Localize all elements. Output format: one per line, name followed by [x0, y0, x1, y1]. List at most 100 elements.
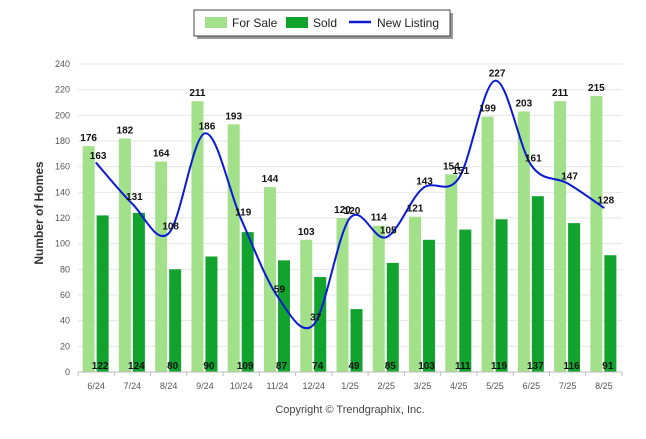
bar-for-sale — [191, 101, 204, 372]
data-label-new-listing: 131 — [126, 192, 143, 203]
y-tick-label: 160 — [55, 162, 70, 172]
point-new-listing — [349, 217, 351, 219]
x-tick-label: 6/25 — [523, 381, 541, 391]
data-label-new-listing: 143 — [416, 176, 433, 187]
x-tick-label: 7/25 — [559, 381, 577, 391]
bar-layer — [82, 96, 617, 372]
y-tick-label: 220 — [55, 85, 70, 95]
bar-for-sale — [409, 216, 422, 372]
x-tick-label: 12/24 — [302, 381, 325, 391]
data-label-sold: 116 — [564, 361, 581, 372]
point-new-listing — [167, 232, 170, 235]
bar-for-sale — [263, 187, 276, 372]
data-label-for-sale: 182 — [117, 125, 134, 136]
y-tick-label: 0 — [65, 367, 70, 377]
data-label-new-listing: 186 — [199, 121, 216, 132]
data-label-for-sale: 215 — [588, 83, 605, 94]
bar-sold — [132, 212, 145, 372]
data-label-sold: 90 — [203, 361, 215, 372]
grid-layer — [78, 63, 622, 373]
point-new-listing — [566, 182, 569, 185]
data-label-sold: 122 — [92, 361, 109, 372]
legend-swatch-for-sale — [205, 17, 227, 28]
bar-sold — [604, 255, 617, 372]
line-new-listing — [95, 79, 605, 330]
y-tick-label: 20 — [60, 341, 70, 351]
bar-for-sale — [554, 101, 567, 372]
data-label-for-sale: 164 — [153, 149, 170, 160]
y-tick-label: 200 — [55, 110, 70, 120]
bar-for-sale — [517, 111, 530, 372]
bar-for-sale — [336, 218, 349, 372]
x-tick-label: 4/25 — [450, 381, 468, 391]
y-tick-label: 180 — [55, 136, 70, 146]
data-label-new-listing: 161 — [525, 153, 542, 164]
data-label-new-listing: 128 — [598, 196, 615, 207]
bar-for-sale — [118, 138, 131, 372]
x-tick-label: 5/25 — [486, 381, 504, 391]
data-label-for-sale: 193 — [225, 111, 242, 122]
data-label-new-listing: 108 — [162, 221, 179, 232]
point-new-listing — [131, 203, 134, 205]
point-new-listing — [603, 206, 605, 209]
x-tick-label: 8/25 — [595, 381, 613, 391]
bar-sold — [169, 269, 182, 372]
bar-for-sale — [445, 174, 458, 372]
y-tick-label: 120 — [55, 213, 70, 223]
point-new-listing — [240, 218, 242, 221]
bar-sold — [314, 277, 327, 372]
x-tick-label: 9/24 — [196, 381, 214, 391]
data-label-new-listing: 151 — [452, 166, 469, 177]
data-label-sold: 137 — [527, 361, 544, 372]
x-tick-label: 3/25 — [414, 381, 432, 391]
bar-sold — [459, 229, 472, 372]
data-label-for-sale: 121 — [407, 204, 424, 215]
data-label-for-sale: 114 — [371, 213, 388, 224]
data-label-for-sale: 211 — [552, 88, 569, 99]
data-label-for-sale: 120 — [334, 205, 351, 216]
data-label-sold: 87 — [276, 361, 288, 372]
data-label-new-listing: 119 — [235, 207, 252, 218]
bar-sold — [241, 232, 254, 372]
data-label-for-sale: 176 — [80, 133, 97, 144]
x-tick-label: 11/24 — [267, 381, 289, 391]
x-tick-label: 2/25 — [378, 381, 396, 391]
bar-sold — [423, 239, 436, 372]
bar-for-sale — [227, 124, 240, 372]
legend-label-new-listing: New Listing — [377, 16, 439, 30]
data-label-for-sale: 199 — [479, 104, 496, 115]
bar-for-sale — [155, 161, 168, 372]
data-label-sold: 85 — [385, 361, 397, 372]
data-label-sold: 119 — [491, 361, 508, 372]
data-label-sold: 49 — [348, 361, 360, 372]
data-label-sold: 124 — [128, 361, 145, 372]
point-new-listing — [95, 162, 97, 164]
x-tick-label: 10/24 — [230, 381, 253, 391]
x-tick-label: 8/24 — [160, 381, 178, 391]
data-label-sold: 74 — [312, 361, 324, 372]
point-new-listing — [421, 187, 424, 190]
bar-for-sale — [300, 239, 313, 372]
bar-sold — [96, 215, 109, 372]
y-tick-label: 40 — [60, 316, 70, 326]
data-label-for-sale: 211 — [189, 88, 206, 99]
point-new-listing — [494, 79, 496, 82]
point-new-listing — [385, 236, 388, 239]
data-label-new-listing: 163 — [90, 151, 107, 162]
data-label-sold: 111 — [455, 361, 471, 372]
point-new-listing — [312, 323, 315, 326]
point-new-listing — [458, 177, 460, 180]
bar-sold — [386, 262, 399, 372]
data-label-sold: 103 — [418, 361, 435, 372]
y-tick-label: 80 — [60, 264, 70, 274]
legend-label-sold: Sold — [313, 16, 337, 30]
data-label-sold: 109 — [237, 361, 254, 372]
bar-sold — [350, 309, 363, 372]
point-new-listing — [204, 132, 206, 135]
label-layer: 176 122 182 124 164 80 211 90 193 109 144 87 103 74 12… — [80, 69, 614, 372]
bar-for-sale — [590, 96, 603, 372]
x-tick-label: 1/25 — [341, 381, 359, 391]
data-label-for-sale: 154 — [443, 161, 460, 172]
